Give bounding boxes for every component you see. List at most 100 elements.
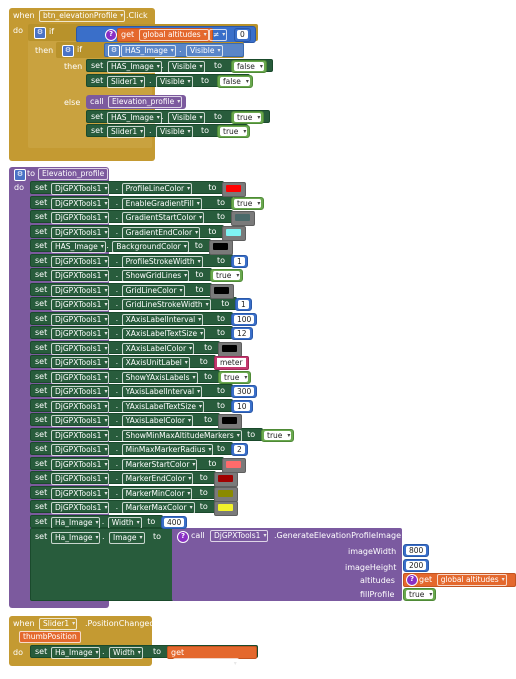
operator-dropdown[interactable]: ≠ <box>209 29 228 41</box>
set-component-dropdown[interactable]: DjGPXTools1 <box>51 473 110 485</box>
altitudes-var-dropdown[interactable]: global altitudes <box>436 574 507 586</box>
false-bool[interactable]: false <box>231 60 267 73</box>
color-swatch[interactable] <box>222 226 246 241</box>
set-show-min-max-altitude-markers-row[interactable]: setDjGPXTools1.ShowMinMaxAltitudeMarkers… <box>30 428 263 442</box>
color-swatch[interactable] <box>214 501 238 516</box>
number-value[interactable]: 300 <box>234 387 255 396</box>
warning-icon[interactable]: ? <box>177 531 189 543</box>
color-swatch[interactable] <box>222 182 246 197</box>
color-swatch[interactable] <box>214 487 238 502</box>
set-prop-dropdown[interactable]: Visible <box>156 76 193 88</box>
number-value[interactable]: 2 <box>234 445 245 454</box>
bool-block[interactable]: true <box>231 197 265 210</box>
procedure-gear-icon[interactable]: ⚙ <box>14 169 26 181</box>
set-component-dropdown[interactable]: DjGPXTools1 <box>51 343 110 355</box>
set-prop-dropdown[interactable]: MarkerMaxColor <box>121 502 195 514</box>
number-value[interactable]: 12 <box>234 329 250 338</box>
set-component-dropdown[interactable]: DjGPXTools1 <box>51 415 110 427</box>
set-prop-dropdown[interactable]: EnableGradientFill <box>121 198 202 210</box>
event-component-dropdown[interactable]: Slider1 <box>39 618 78 630</box>
set-prop-dropdown[interactable]: GridLineColor <box>121 285 185 297</box>
set-prop-dropdown[interactable]: MarkerStartColor <box>121 459 198 471</box>
set-prop-dropdown[interactable]: ProfileLineColor <box>121 183 193 195</box>
text-value[interactable]: meter <box>217 358 246 367</box>
color-swatch[interactable] <box>209 240 233 255</box>
set-prop-dropdown[interactable]: XAxisLabelColor <box>121 343 195 355</box>
number-value[interactable]: 800 <box>406 546 427 555</box>
set-component-dropdown[interactable]: DjGPXTools1 <box>51 328 110 340</box>
set-slider-visible-false[interactable]: set Slider1 . Visible to false <box>86 74 253 88</box>
if-gear-icon[interactable]: ⚙ <box>34 27 46 39</box>
set-prop-dropdown[interactable]: ShowGridLines <box>121 270 190 282</box>
bool-block[interactable]: true <box>261 429 295 442</box>
number-block[interactable]: 300 <box>231 385 258 398</box>
bool-value[interactable]: true <box>234 199 262 208</box>
image-height-number[interactable]: 200 <box>403 559 430 572</box>
has-image-dropdown[interactable]: HAS_Image <box>121 45 176 57</box>
visible-prop-dropdown[interactable]: Visible <box>186 45 223 57</box>
number-value[interactable]: 200 <box>406 561 427 570</box>
set-prop-dropdown[interactable]: ShowYAxisLabels <box>121 372 198 384</box>
color-swatch[interactable] <box>222 458 246 473</box>
set-prop-dropdown[interactable]: MarkerMinColor <box>121 488 193 500</box>
bool-value[interactable]: true <box>234 113 262 122</box>
call-elevation-profile[interactable]: call Elevation_profile <box>86 95 186 109</box>
set-component-dropdown[interactable]: Ha_Image <box>51 532 101 544</box>
set-component-dropdown[interactable]: DjGPXTools1 <box>51 285 110 297</box>
zero-number[interactable]: 0 <box>234 28 251 42</box>
number-block[interactable]: 10 <box>231 400 253 413</box>
set-component-dropdown[interactable]: Slider1 <box>107 76 146 88</box>
set-component-dropdown[interactable]: DjGPXTools1 <box>51 314 110 326</box>
get-global-altitudes[interactable]: ? get global altitudes <box>403 573 516 587</box>
has-image-visible-getter[interactable]: ⚙ HAS_Image . Visible <box>104 43 244 57</box>
set-ha-image-image[interactable]: set Ha_Image . Image to <box>30 528 174 601</box>
set-component-dropdown[interactable]: DjGPXTools1 <box>51 502 110 514</box>
set-component-dropdown[interactable]: DjGPXTools1 <box>51 299 110 311</box>
bool-block[interactable]: true <box>210 269 244 282</box>
set-component-dropdown[interactable]: DjGPXTools1 <box>51 227 110 239</box>
set-component-dropdown[interactable]: DjGPXTools1 <box>51 270 110 282</box>
set-prop-dropdown[interactable]: Image <box>109 532 145 544</box>
thumb-position-var-dropdown[interactable]: thumbPosition <box>173 658 239 670</box>
get-altitudes-block[interactable]: get global altitudes <box>117 28 213 42</box>
fill-profile-bool[interactable]: true <box>403 588 437 601</box>
set-prop-dropdown[interactable]: Visible <box>156 126 193 138</box>
set-prop-dropdown[interactable]: YAxisLabelColor <box>121 415 193 427</box>
bool-block[interactable]: true <box>218 371 252 384</box>
number-value[interactable]: 10 <box>234 402 250 411</box>
text-block[interactable]: meter <box>214 356 249 370</box>
set-prop-dropdown[interactable]: Visible <box>168 61 205 73</box>
true-bool[interactable]: true <box>217 125 251 138</box>
altitudes-var-dropdown[interactable]: global altitudes <box>138 29 209 41</box>
bool-value[interactable]: true <box>221 373 249 382</box>
set-prop-dropdown[interactable]: YAxisLabelInterval <box>121 386 203 398</box>
set-component-dropdown[interactable]: DjGPXTools1 <box>51 183 110 195</box>
set-prop-dropdown[interactable]: BackgroundColor <box>112 241 189 253</box>
set-prop-dropdown[interactable]: MinMaxMarkerRadius <box>121 444 214 456</box>
number-block[interactable]: 400 <box>161 516 188 529</box>
get-thumb-position[interactable]: get thumbPosition <box>167 646 257 670</box>
number-block[interactable]: 12 <box>231 327 253 340</box>
set-prop-dropdown[interactable]: GradientStartColor <box>121 212 205 224</box>
set-component-dropdown[interactable]: DjGPXTools1 <box>51 198 110 210</box>
inner-if-gear-icon[interactable]: ⚙ <box>62 45 74 57</box>
inner-if-header[interactable]: ⚙ if ⚙ HAS_Image . Visible <box>56 42 244 58</box>
set-ha-image-width-thumb[interactable]: set Ha_Image . Width to get thumbPositio… <box>30 645 258 670</box>
set-component-dropdown[interactable]: HAS_Image <box>107 112 162 124</box>
compare-block[interactable]: ? get global altitudes ≠ 0 <box>76 26 256 43</box>
set-component-dropdown[interactable]: DjGPXTools1 <box>51 444 110 456</box>
